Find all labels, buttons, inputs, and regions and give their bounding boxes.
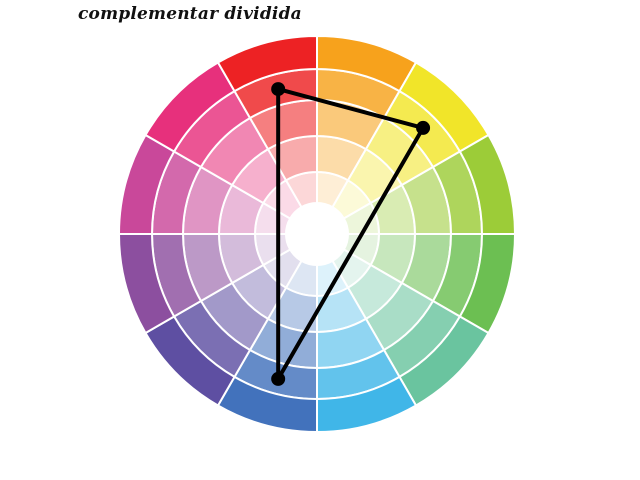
triangle-vertex-yellow	[416, 120, 431, 135]
wheel-segments	[117, 34, 517, 434]
diagram-title: complementar dividida	[78, 4, 302, 24]
triangle-outline	[276, 87, 426, 381]
triangle-vertex-blue	[271, 371, 286, 386]
split-complementary-triangle	[271, 82, 431, 386]
wheel-segment-red-ring-5	[216, 34, 318, 93]
triangle-vertex-red	[271, 82, 286, 97]
wheel-center-hole	[286, 203, 348, 265]
